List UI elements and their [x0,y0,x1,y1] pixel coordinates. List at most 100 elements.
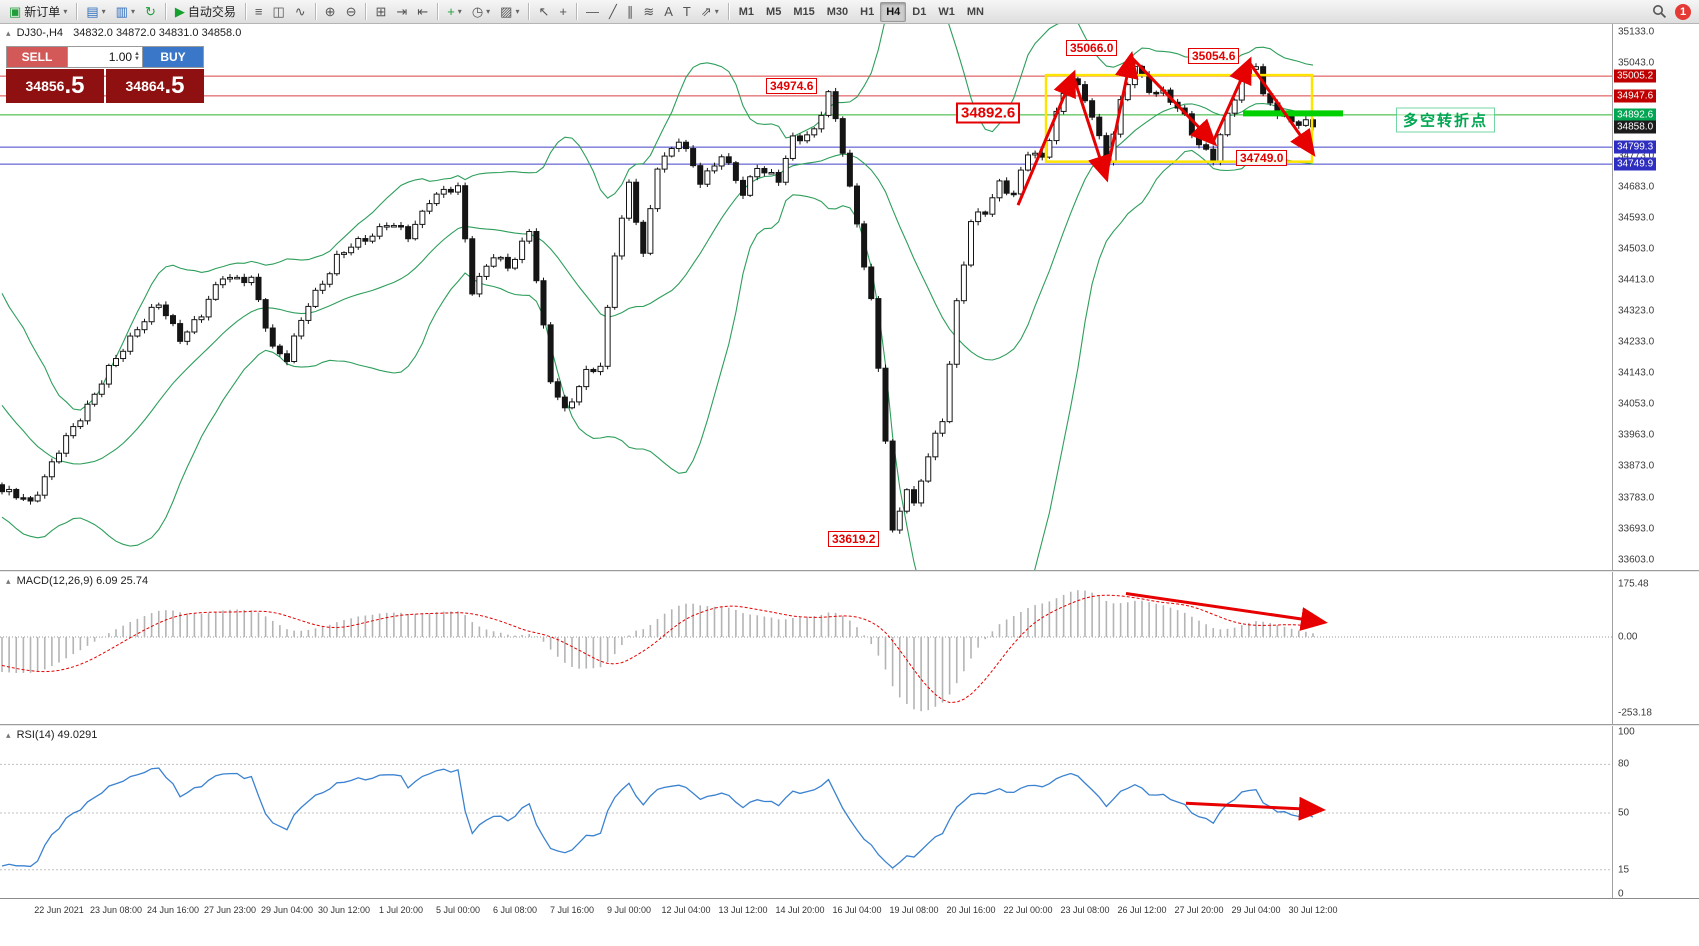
text-label-button[interactable]: T [678,2,696,22]
macd-panel: ▴ MACD(12,26,9) 6.09 25.74 175.48 0.00 -25… [0,572,1699,724]
buy-price-big: .5 [164,72,185,99]
price-annotation[interactable]: 35066.0 [1066,40,1118,57]
templates-button[interactable]: ▨ ▾ [495,2,524,22]
macd-tick: 0.00 [1618,631,1638,643]
macd-histogram [1,590,1314,712]
toolbar-right: 1 [1652,3,1695,20]
time-label: 1 Jul 20:00 [378,905,424,915]
price-annotation[interactable]: 34892.6 [956,102,1021,124]
collapse-icon[interactable]: ▴ [6,730,11,740]
trade-prices-row: 34856.5 34864.5 [6,69,204,103]
price-tag: 35005.2 [1614,69,1657,83]
time-label: 6 Jul 08:00 [492,905,538,915]
timeframe-m1-button[interactable]: M1 [733,2,760,22]
line-chart-button[interactable]: ∿ [290,2,311,22]
profiles-button[interactable]: ▥ ▾ [111,2,140,22]
collapse-icon[interactable]: ▴ [6,576,11,586]
sell-price[interactable]: 34856.5 [6,69,104,103]
panel-divider[interactable] [0,724,1699,726]
volume-steppers[interactable]: ▲ ▼ [134,51,140,62]
price-tick: 34413.0 [1618,274,1655,286]
new-chart-button[interactable]: ▤ ▾ [81,2,110,22]
new-order-button[interactable]: ▣ 新订单 ▾ [4,2,72,22]
trendline-icon: ╱ [608,4,617,19]
dropdown-caret-icon: ▾ [714,7,719,16]
timeframe-m30-button[interactable]: M30 [821,2,854,22]
time-label: 7 Jul 16:00 [549,905,595,915]
arrows-button[interactable]: ⇗ ▾ [696,2,724,22]
periods-icon: ◷ [471,4,484,19]
refresh-button[interactable]: ↻ [140,2,161,22]
auto-trading-label: 自动交易 [187,5,236,19]
rsi-canvas[interactable] [0,726,1612,898]
time-label: 14 Jul 20:00 [775,905,825,915]
time-label: 29 Jul 04:00 [1231,905,1281,915]
text-label-icon: T [682,4,691,19]
time-label: 23 Jun 08:00 [89,905,143,915]
buy-button[interactable]: BUY [142,46,204,68]
trade-buttons-row: SELL 1.00 ▲ ▼ BUY [6,46,204,68]
toolbar-separator [528,3,530,20]
timeframe-h4-button[interactable]: H4 [880,1,907,22]
timeframe-d1-button[interactable]: D1 [906,2,932,22]
crosshair-button[interactable]: + [554,2,572,22]
rsi-tick: 50 [1618,807,1630,819]
horizontal-line-button[interactable]: — [581,2,604,22]
candlestick-chart-button[interactable]: ◫ [267,2,289,22]
search-icon[interactable] [1652,4,1667,19]
main-chart-canvas[interactable] [0,24,1612,570]
cursor-button[interactable]: ↖ [533,2,554,22]
price-annotation[interactable]: 35054.6 [1188,48,1240,65]
time-label: 27 Jun 23:00 [203,905,257,915]
turning-point-label[interactable]: 多空转折点 [1396,107,1496,133]
rsi-tick: 15 [1618,864,1630,876]
time-label: 16 Jul 04:00 [832,905,882,915]
chart-shift-button[interactable]: ⇤ [412,2,433,22]
zoom-in-button[interactable]: ⊕ [320,2,341,22]
zoom-out-button[interactable]: ⊖ [341,2,362,22]
price-annotation[interactable]: 34749.0 [1236,149,1288,166]
timeframe-m15-button[interactable]: M15 [787,2,820,22]
timeframe-m5-button[interactable]: M5 [760,2,787,22]
auto-trading-button[interactable]: ▶ 自动交易 [170,2,241,22]
indicators-button[interactable]: + ▾ [442,2,467,22]
price-annotation[interactable]: 34974.6 [766,77,818,94]
tile-windows-button[interactable]: ⊞ [370,2,391,22]
trendline-button[interactable]: ╱ [604,2,622,22]
fibonacci-icon: ≋ [643,4,655,19]
volume-field[interactable]: 1.00 ▲ ▼ [68,46,142,68]
auto-scroll-button[interactable]: ⇥ [391,2,412,22]
text-button[interactable]: A [659,2,678,22]
equidistant-channel-button[interactable]: ∥ [622,2,639,22]
timeframe-mn-button[interactable]: MN [961,2,990,22]
periods-button[interactable]: ◷ ▾ [467,2,495,22]
stepper-down-icon[interactable]: ▼ [134,56,140,62]
equidistant-channel-icon: ∥ [626,4,634,19]
price-scale[interactable]: 35133.035043.034953.034863.034773.034683… [1612,24,1699,570]
time-axis[interactable]: 22 Jun 2021 23 Jun 08:00 24 Jun 16:00 27 Ju… [0,898,1699,946]
sell-button[interactable]: SELL [6,46,68,68]
panel-divider[interactable] [0,570,1699,572]
fibonacci-button[interactable]: ≋ [638,2,659,22]
collapse-icon[interactable]: ▴ [6,28,11,38]
macd-scale[interactable]: 175.48 0.00 -253.18 [1612,572,1699,724]
refresh-icon: ↻ [144,4,156,19]
dropdown-caret-icon: ▾ [515,7,520,16]
zoom-in-icon: ⊕ [324,4,336,19]
buy-price[interactable]: 34864.5 [106,69,204,103]
macd-trend-arrow [1125,592,1328,631]
price-tick: 34323.0 [1618,305,1655,317]
rsi-scale[interactable]: 100 80 50 15 0 [1612,726,1699,900]
price-tag: 34858.0 [1614,120,1657,134]
bar-chart-icon: ≡ [254,4,263,19]
price-annotation[interactable]: 33619.2 [828,530,880,547]
templates-icon: ▨ [500,4,513,19]
macd-canvas[interactable] [0,572,1612,724]
bar-chart-button[interactable]: ≡ [250,2,268,22]
timeframe-h1-button[interactable]: H1 [854,2,880,22]
timeframe-w1-button[interactable]: W1 [932,2,961,22]
stepper-up-icon[interactable]: ▲ [134,51,140,57]
arrows-icon: ⇗ [700,4,712,19]
rsi-trend-arrow [1185,796,1326,821]
notification-badge[interactable]: 1 [1675,3,1691,20]
